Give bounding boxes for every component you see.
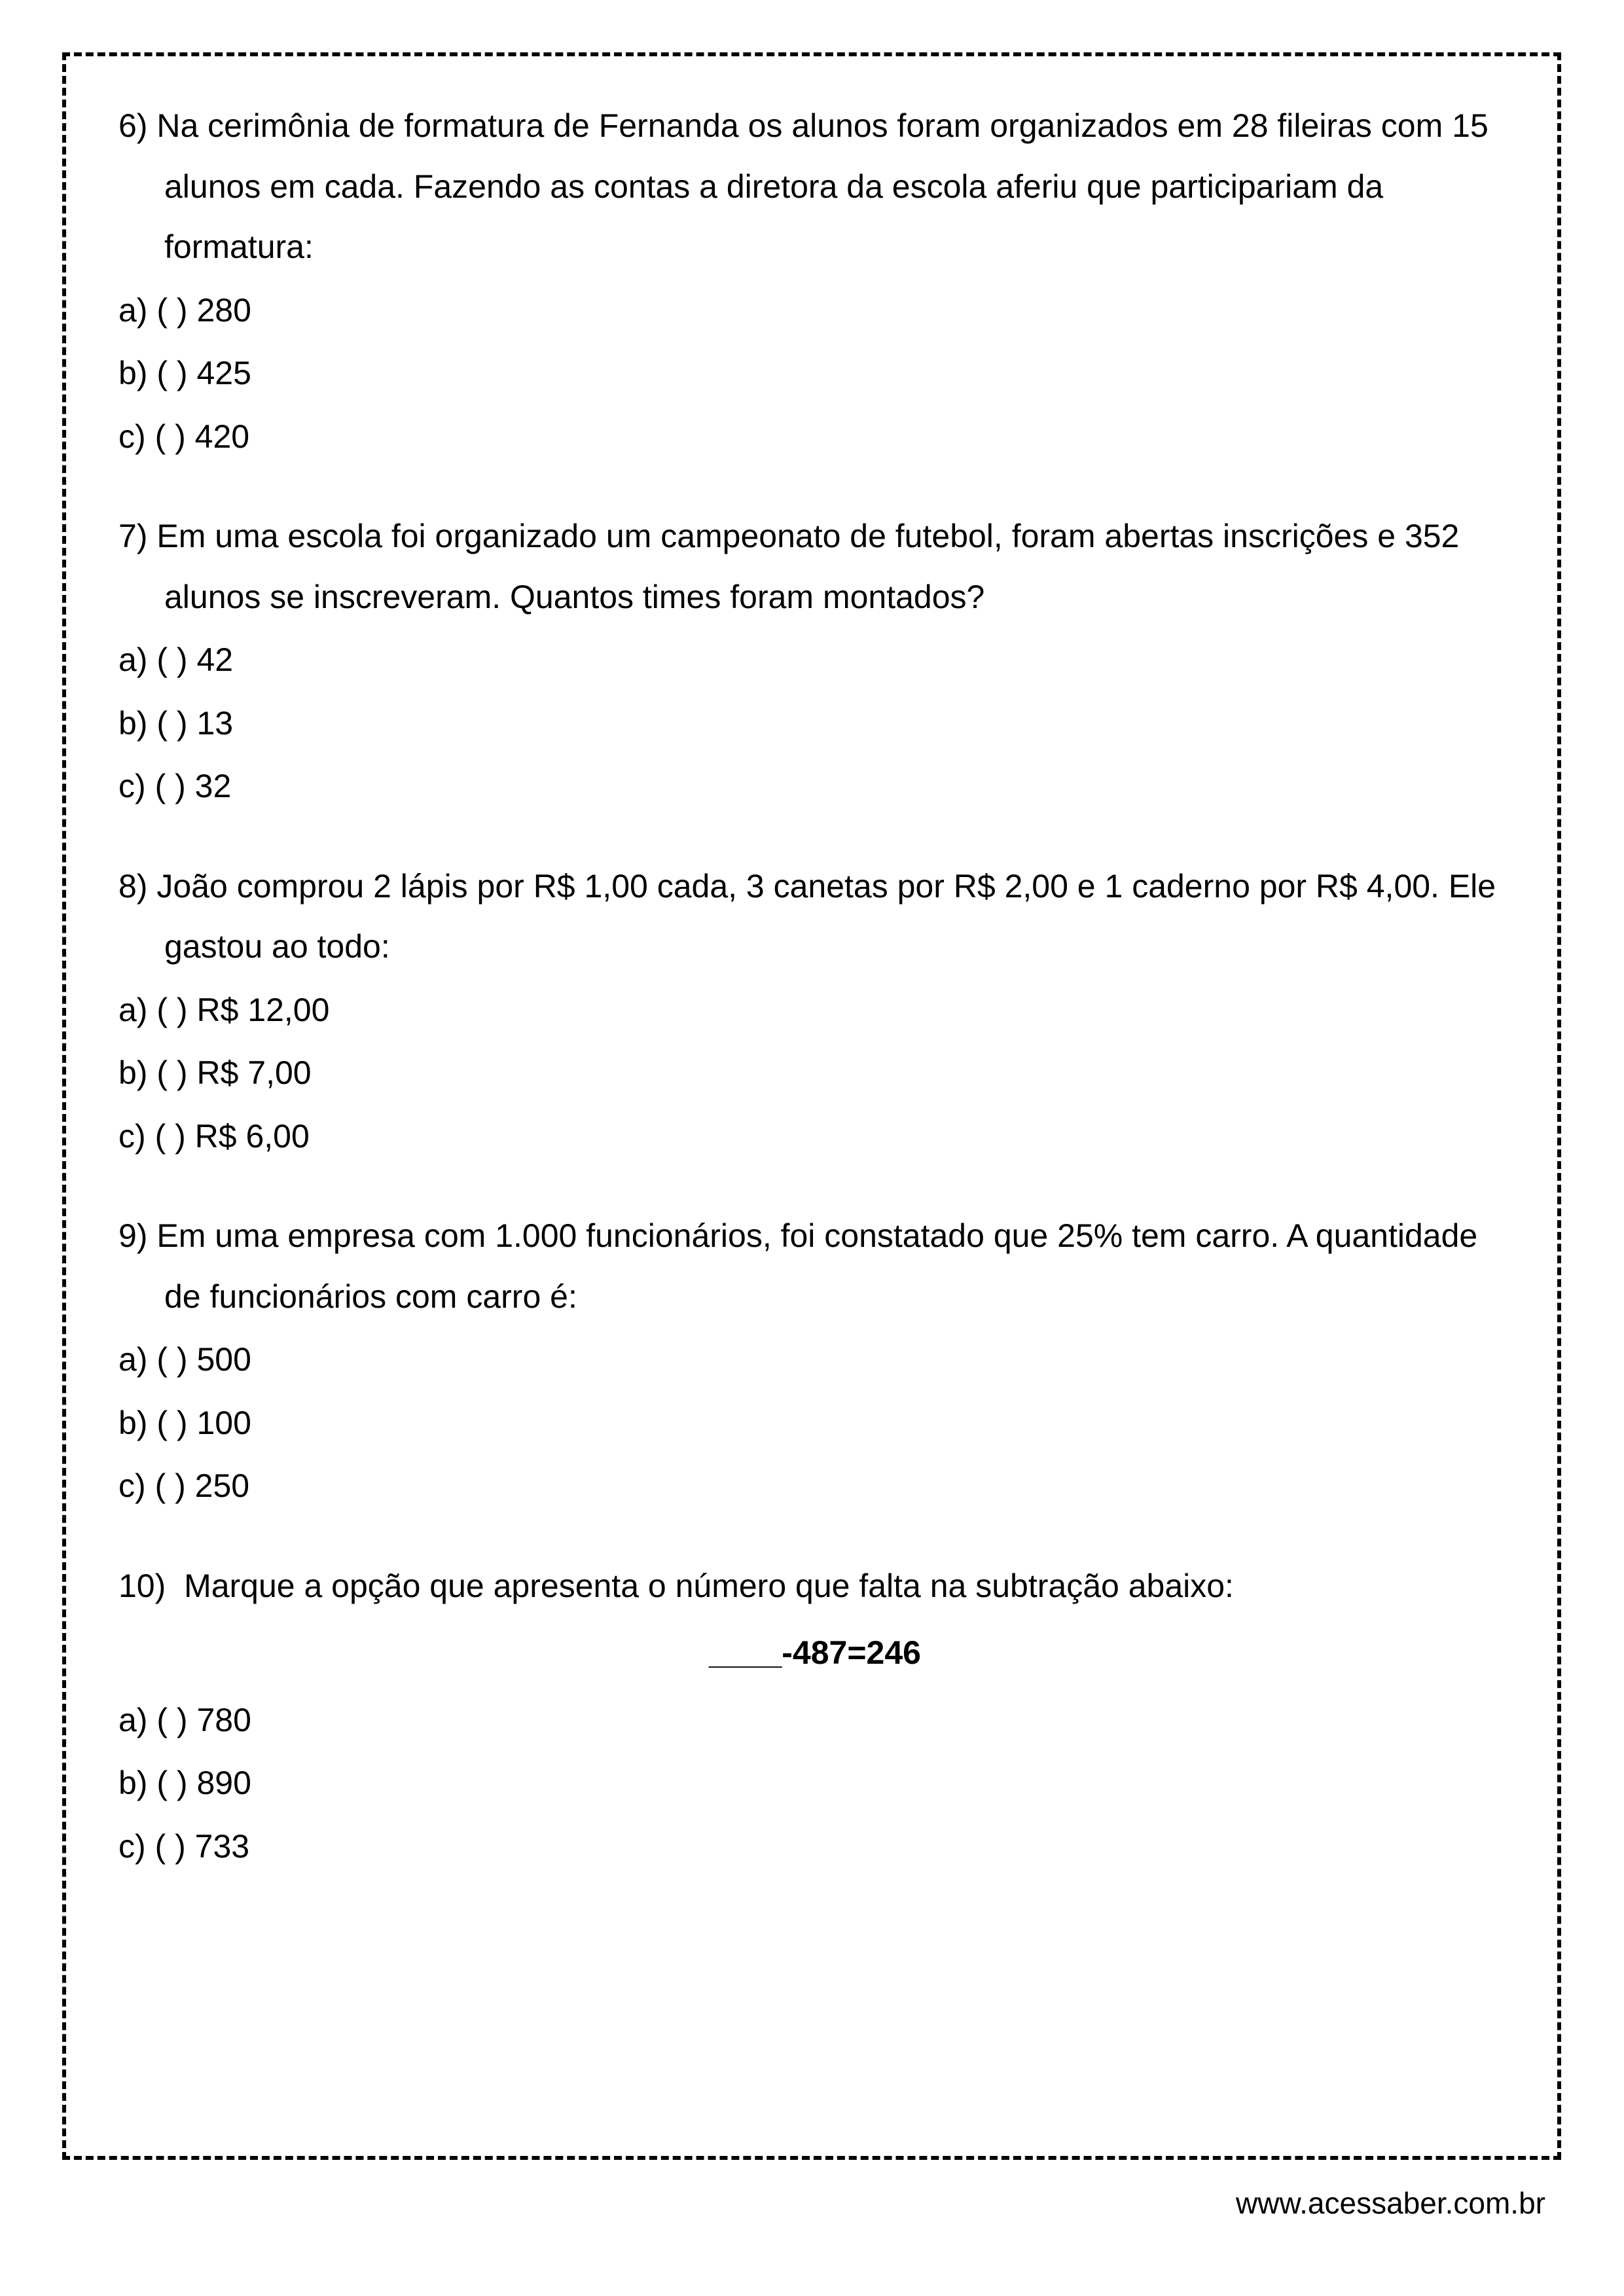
option-b[interactable]: b) ( ) 890 [118, 1753, 1511, 1814]
question-9: 9) Em uma empresa com 1.000 funcionários… [118, 1206, 1511, 1516]
option-a[interactable]: a) ( ) 280 [118, 280, 1511, 341]
option-c[interactable]: c) ( ) R$ 6,00 [118, 1106, 1511, 1167]
equation: ____-487=246 [118, 1623, 1511, 1683]
option-letter: b) [118, 355, 147, 391]
option-paren: ( ) [156, 292, 187, 329]
option-value: 280 [196, 292, 251, 329]
worksheet-page: 6) Na cerimônia de formatura de Fernanda… [0, 0, 1624, 2296]
option-paren: ( ) [155, 418, 186, 455]
option-value: 420 [195, 418, 249, 455]
footer-url: www.acessaber.com.br [1236, 2185, 1545, 2221]
question-body: Em uma empresa com 1.000 funcionários, f… [156, 1217, 1477, 1315]
option-paren: ( ) [156, 1405, 187, 1441]
question-text: 6) Na cerimônia de formatura de Fernanda… [118, 96, 1511, 278]
option-a[interactable]: a) ( ) 500 [118, 1329, 1511, 1390]
option-paren: ( ) [156, 641, 187, 678]
option-b[interactable]: b) ( ) 13 [118, 693, 1511, 754]
option-paren: ( ) [156, 355, 187, 391]
option-a[interactable]: a) ( ) R$ 12,00 [118, 980, 1511, 1041]
question-body: Em uma escola foi organizado um campeona… [156, 518, 1459, 615]
option-value: 32 [195, 768, 232, 804]
question-number: 8) [118, 868, 147, 905]
option-a[interactable]: a) ( ) 42 [118, 630, 1511, 691]
option-paren: ( ) [155, 1467, 186, 1504]
option-letter: c) [118, 418, 146, 455]
option-paren: ( ) [155, 1118, 186, 1155]
option-a[interactable]: a) ( ) 780 [118, 1690, 1511, 1751]
option-value: 780 [196, 1702, 251, 1738]
option-paren: ( ) [156, 1054, 187, 1091]
option-letter: b) [118, 1405, 147, 1441]
question-body: Marque a opção que apresenta o número qu… [184, 1568, 1234, 1604]
option-paren: ( ) [156, 992, 187, 1028]
question-body: Na cerimônia de formatura de Fernanda os… [156, 107, 1488, 265]
option-paren: ( ) [156, 1765, 187, 1801]
option-value: R$ 12,00 [196, 992, 329, 1028]
option-value: R$ 6,00 [195, 1118, 310, 1155]
option-c[interactable]: c) ( ) 420 [118, 406, 1511, 467]
question-text: 9) Em uma empresa com 1.000 funcionários… [118, 1206, 1511, 1327]
option-paren: ( ) [155, 768, 186, 804]
option-value: 100 [196, 1405, 251, 1441]
option-letter: a) [118, 292, 147, 329]
option-value: 733 [195, 1828, 249, 1865]
option-value: 13 [196, 705, 233, 742]
option-value: 425 [196, 355, 251, 391]
question-text: 8) João comprou 2 lápis por R$ 1,00 cada… [118, 856, 1511, 977]
question-number: 7) [118, 518, 147, 554]
option-paren: ( ) [156, 1341, 187, 1378]
option-letter: b) [118, 1765, 147, 1801]
question-7: 7) Em uma escola foi organizado um campe… [118, 506, 1511, 817]
option-letter: a) [118, 1341, 147, 1378]
option-letter: c) [118, 768, 146, 804]
question-8: 8) João comprou 2 lápis por R$ 1,00 cada… [118, 856, 1511, 1167]
option-c[interactable]: c) ( ) 733 [118, 1816, 1511, 1877]
option-c[interactable]: c) ( ) 250 [118, 1456, 1511, 1516]
option-letter: a) [118, 641, 147, 678]
question-6: 6) Na cerimônia de formatura de Fernanda… [118, 96, 1511, 467]
option-value: 890 [196, 1765, 251, 1801]
option-letter: a) [118, 1702, 147, 1738]
option-b[interactable]: b) ( ) R$ 7,00 [118, 1043, 1511, 1103]
option-letter: c) [118, 1828, 146, 1865]
question-text: 7) Em uma escola foi organizado um campe… [118, 506, 1511, 627]
option-letter: b) [118, 1054, 147, 1091]
question-number: 9) [118, 1217, 147, 1254]
option-value: 250 [195, 1467, 249, 1504]
question-number: 6) [118, 107, 147, 144]
option-b[interactable]: b) ( ) 100 [118, 1393, 1511, 1454]
option-paren: ( ) [156, 1702, 187, 1738]
option-letter: c) [118, 1467, 146, 1504]
option-letter: a) [118, 992, 147, 1028]
option-value: R$ 7,00 [196, 1054, 311, 1091]
dashed-border-frame: 6) Na cerimônia de formatura de Fernanda… [62, 52, 1561, 2160]
option-letter: c) [118, 1118, 146, 1155]
option-value: 42 [196, 641, 233, 678]
question-10: 10) Marque a opção que apresenta o númer… [118, 1556, 1511, 1877]
content-area: 6) Na cerimônia de formatura de Fernanda… [118, 96, 1511, 1876]
question-body: João comprou 2 lápis por R$ 1,00 cada, 3… [156, 868, 1496, 965]
question-number: 10) [118, 1568, 166, 1604]
question-text: 10) Marque a opção que apresenta o númer… [118, 1556, 1511, 1617]
option-letter: b) [118, 705, 147, 742]
option-paren: ( ) [155, 1828, 186, 1865]
option-value: 500 [196, 1341, 251, 1378]
option-b[interactable]: b) ( ) 425 [118, 343, 1511, 404]
option-paren: ( ) [156, 705, 187, 742]
option-c[interactable]: c) ( ) 32 [118, 756, 1511, 817]
